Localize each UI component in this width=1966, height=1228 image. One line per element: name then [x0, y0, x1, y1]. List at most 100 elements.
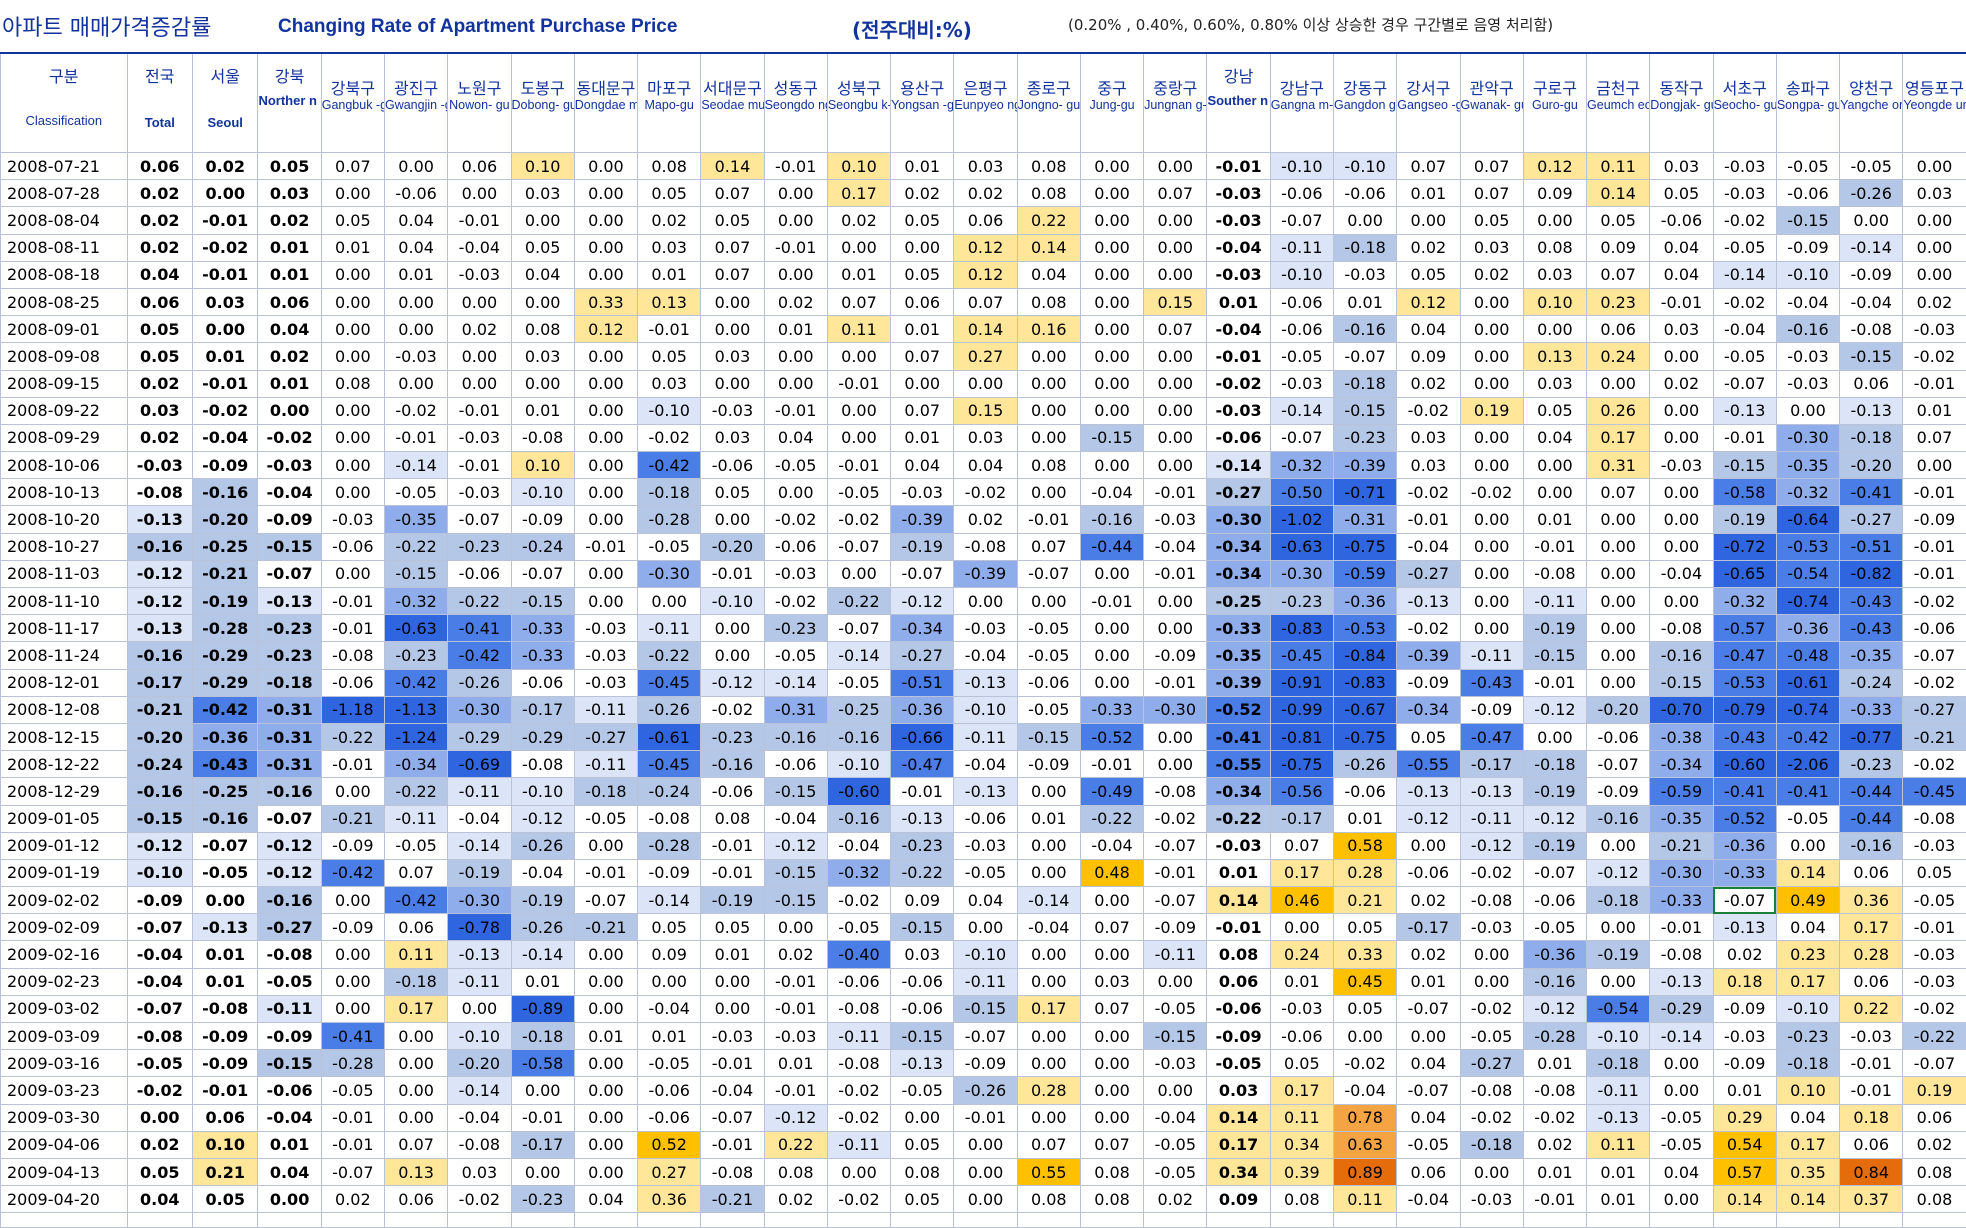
table-cell[interactable]: 0.00 — [701, 615, 764, 642]
table-cell[interactable]: -0.02 — [1397, 479, 1460, 506]
table-cell[interactable]: 0.00 — [574, 968, 637, 995]
table-cell[interactable]: 0.00 — [1144, 588, 1207, 615]
table-cell[interactable]: -0.43 — [1460, 669, 1523, 696]
table-cell[interactable]: -0.15 — [764, 887, 827, 914]
row-date-cell[interactable]: 2008-12-22 — [1, 751, 128, 778]
table-cell[interactable]: 0.00 — [1460, 588, 1523, 615]
table-cell[interactable]: -0.30 — [448, 696, 511, 723]
table-cell[interactable]: 0.05 — [1523, 397, 1586, 424]
table-cell[interactable]: -0.53 — [1333, 615, 1396, 642]
table-cell[interactable]: -0.02 — [827, 506, 890, 533]
table-cell[interactable]: -0.03 — [1207, 397, 1270, 424]
table-cell[interactable]: 0.00 — [1650, 424, 1713, 451]
table-cell[interactable]: -0.06 — [384, 180, 447, 207]
table-cell[interactable]: 0.04 — [1523, 424, 1586, 451]
table-cell[interactable]: -0.02 — [127, 1077, 192, 1104]
table-cell[interactable]: 0.03 — [1207, 1077, 1270, 1104]
table-cell[interactable]: 0.04 — [954, 452, 1017, 479]
table-cell[interactable]: -0.05 — [827, 479, 890, 506]
table-cell[interactable]: 0.05 — [127, 343, 192, 370]
table-cell[interactable]: -0.14 — [827, 642, 890, 669]
table-cell[interactable]: 0.16 — [1017, 316, 1080, 343]
table-cell[interactable]: 0.00 — [1017, 397, 1080, 424]
row-date-cell[interactable]: 2008-08-11 — [1, 234, 128, 261]
table-cell[interactable]: -0.07 — [1397, 995, 1460, 1022]
table-cell[interactable]: 0.01 — [1587, 1186, 1650, 1213]
table-cell[interactable]: -0.01 — [1207, 914, 1270, 941]
table-cell[interactable]: -0.01 — [1144, 859, 1207, 886]
table-cell[interactable]: -0.05 — [891, 1077, 954, 1104]
table-cell[interactable]: -0.02 — [384, 397, 447, 424]
table-cell[interactable]: 0.00 — [1144, 343, 1207, 370]
table-cell[interactable]: -0.28 — [638, 832, 701, 859]
table-cell[interactable]: -0.12 — [1460, 832, 1523, 859]
table-cell[interactable]: -0.22 — [1080, 805, 1143, 832]
row-date-cell[interactable]: 2008-09-15 — [1, 370, 128, 397]
table-cell[interactable]: -0.23 — [511, 1186, 574, 1213]
table-cell[interactable] — [1144, 1213, 1207, 1228]
table-cell[interactable]: -0.01 — [1080, 751, 1143, 778]
table-cell[interactable]: 0.10 — [827, 153, 890, 180]
table-cell[interactable]: -0.41 — [1776, 778, 1839, 805]
table-cell[interactable]: -0.05 — [827, 914, 890, 941]
table-cell[interactable]: 0.00 — [1587, 533, 1650, 560]
table-cell[interactable]: -0.29 — [1650, 995, 1713, 1022]
table-cell[interactable]: -0.21 — [1903, 723, 1966, 750]
table-cell[interactable]: -0.05 — [1017, 642, 1080, 669]
table-cell[interactable]: -0.13 — [954, 669, 1017, 696]
row-date-cell[interactable]: 2008-11-17 — [1, 615, 128, 642]
table-cell[interactable]: -0.10 — [1333, 153, 1396, 180]
table-cell[interactable]: -0.23 — [258, 615, 321, 642]
table-cell[interactable]: 0.00 — [1144, 153, 1207, 180]
table-cell[interactable]: -0.54 — [1587, 995, 1650, 1022]
table-cell[interactable]: 0.63 — [1333, 1131, 1396, 1158]
table-cell[interactable]: -0.05 — [1144, 995, 1207, 1022]
table-cell[interactable] — [1207, 1213, 1270, 1228]
table-cell[interactable]: 0.04 — [258, 316, 321, 343]
table-cell[interactable]: 0.00 — [321, 778, 384, 805]
table-cell[interactable]: 0.00 — [1144, 968, 1207, 995]
table-cell[interactable]: -0.11 — [1270, 234, 1333, 261]
table-cell[interactable]: -0.53 — [1713, 669, 1776, 696]
table-cell[interactable]: -0.49 — [1080, 778, 1143, 805]
table-cell[interactable]: -0.44 — [1080, 533, 1143, 560]
table-cell[interactable]: 0.03 — [891, 941, 954, 968]
table-cell[interactable]: 0.05 — [891, 1131, 954, 1158]
table-cell[interactable]: 0.00 — [384, 288, 447, 315]
table-cell[interactable]: -0.32 — [827, 859, 890, 886]
table-cell[interactable]: -0.33 — [1713, 859, 1776, 886]
table-cell[interactable]: -0.01 — [193, 1077, 258, 1104]
table-cell[interactable]: 0.02 — [448, 316, 511, 343]
table-cell[interactable]: -0.09 — [1017, 751, 1080, 778]
table-cell[interactable]: -0.05 — [1144, 1131, 1207, 1158]
table-cell[interactable]: 0.05 — [638, 343, 701, 370]
table-cell[interactable]: -0.24 — [511, 533, 574, 560]
table-cell[interactable]: 0.00 — [1650, 1050, 1713, 1077]
table-cell[interactable]: -0.06 — [1523, 887, 1586, 914]
table-cell[interactable]: -0.08 — [1460, 1077, 1523, 1104]
table-cell[interactable]: -0.89 — [511, 995, 574, 1022]
table-cell[interactable]: 0.00 — [701, 968, 764, 995]
table-cell[interactable]: -1.18 — [321, 696, 384, 723]
table-cell[interactable]: -0.01 — [193, 261, 258, 288]
table-cell[interactable]: 0.05 — [1333, 914, 1396, 941]
table-cell[interactable]: 0.00 — [1017, 968, 1080, 995]
table-cell[interactable]: -0.11 — [827, 1023, 890, 1050]
table-cell[interactable]: 0.00 — [1080, 207, 1143, 234]
table-cell[interactable]: 0.00 — [1903, 234, 1966, 261]
table-cell[interactable]: -0.35 — [1776, 452, 1839, 479]
table-cell[interactable]: -0.03 — [764, 1023, 827, 1050]
table-cell[interactable]: -0.01 — [1903, 560, 1966, 587]
table-cell[interactable]: 0.00 — [954, 1131, 1017, 1158]
table-cell[interactable]: -0.08 — [511, 424, 574, 451]
table-cell[interactable]: 0.00 — [574, 506, 637, 533]
table-cell[interactable]: -0.06 — [1333, 778, 1396, 805]
table-cell[interactable]: -0.75 — [1333, 533, 1396, 560]
table-cell[interactable]: 0.27 — [638, 1158, 701, 1185]
table-cell[interactable]: 0.33 — [1333, 941, 1396, 968]
table-cell[interactable]: -0.34 — [1397, 696, 1460, 723]
table-cell[interactable]: -0.03 — [1650, 452, 1713, 479]
table-cell[interactable]: 0.00 — [574, 1104, 637, 1131]
